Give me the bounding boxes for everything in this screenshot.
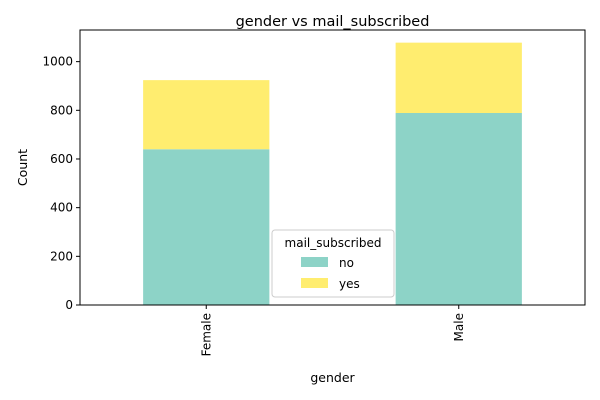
chart-title: gender vs mail_subscribed: [236, 14, 430, 30]
legend-label-no: no: [339, 256, 354, 270]
legend: mail_subscribed no yes: [271, 229, 395, 298]
y-tick-label: 800: [50, 103, 73, 117]
y-tick-label: 400: [50, 201, 73, 215]
x-axis: Female Male: [199, 305, 466, 356]
bar-female-no: [143, 149, 270, 305]
bar-female-yes: [143, 80, 270, 150]
x-tick-label-female: Female: [199, 313, 213, 356]
legend-swatch-yes: [301, 278, 328, 288]
legend-title: mail_subscribed: [285, 236, 382, 250]
x-axis-label: gender: [310, 370, 355, 385]
y-axis: 0 200 400 600 800 1000: [42, 55, 80, 312]
bars-group: [143, 42, 522, 305]
y-tick-label: 1000: [42, 55, 73, 69]
bar-male-no: [395, 112, 522, 305]
y-axis-label: Count: [15, 149, 30, 186]
plot-frame: [79, 29, 586, 306]
y-tick-label: 0: [65, 298, 73, 312]
x-tick-label-male: Male: [452, 313, 466, 341]
bar-male-yes: [395, 42, 522, 113]
y-tick-label: 200: [50, 249, 73, 263]
legend-items: no yes: [301, 256, 360, 291]
legend-swatch-no: [301, 257, 328, 267]
y-tick-label: 600: [50, 152, 73, 166]
legend-label-yes: yes: [339, 277, 360, 291]
